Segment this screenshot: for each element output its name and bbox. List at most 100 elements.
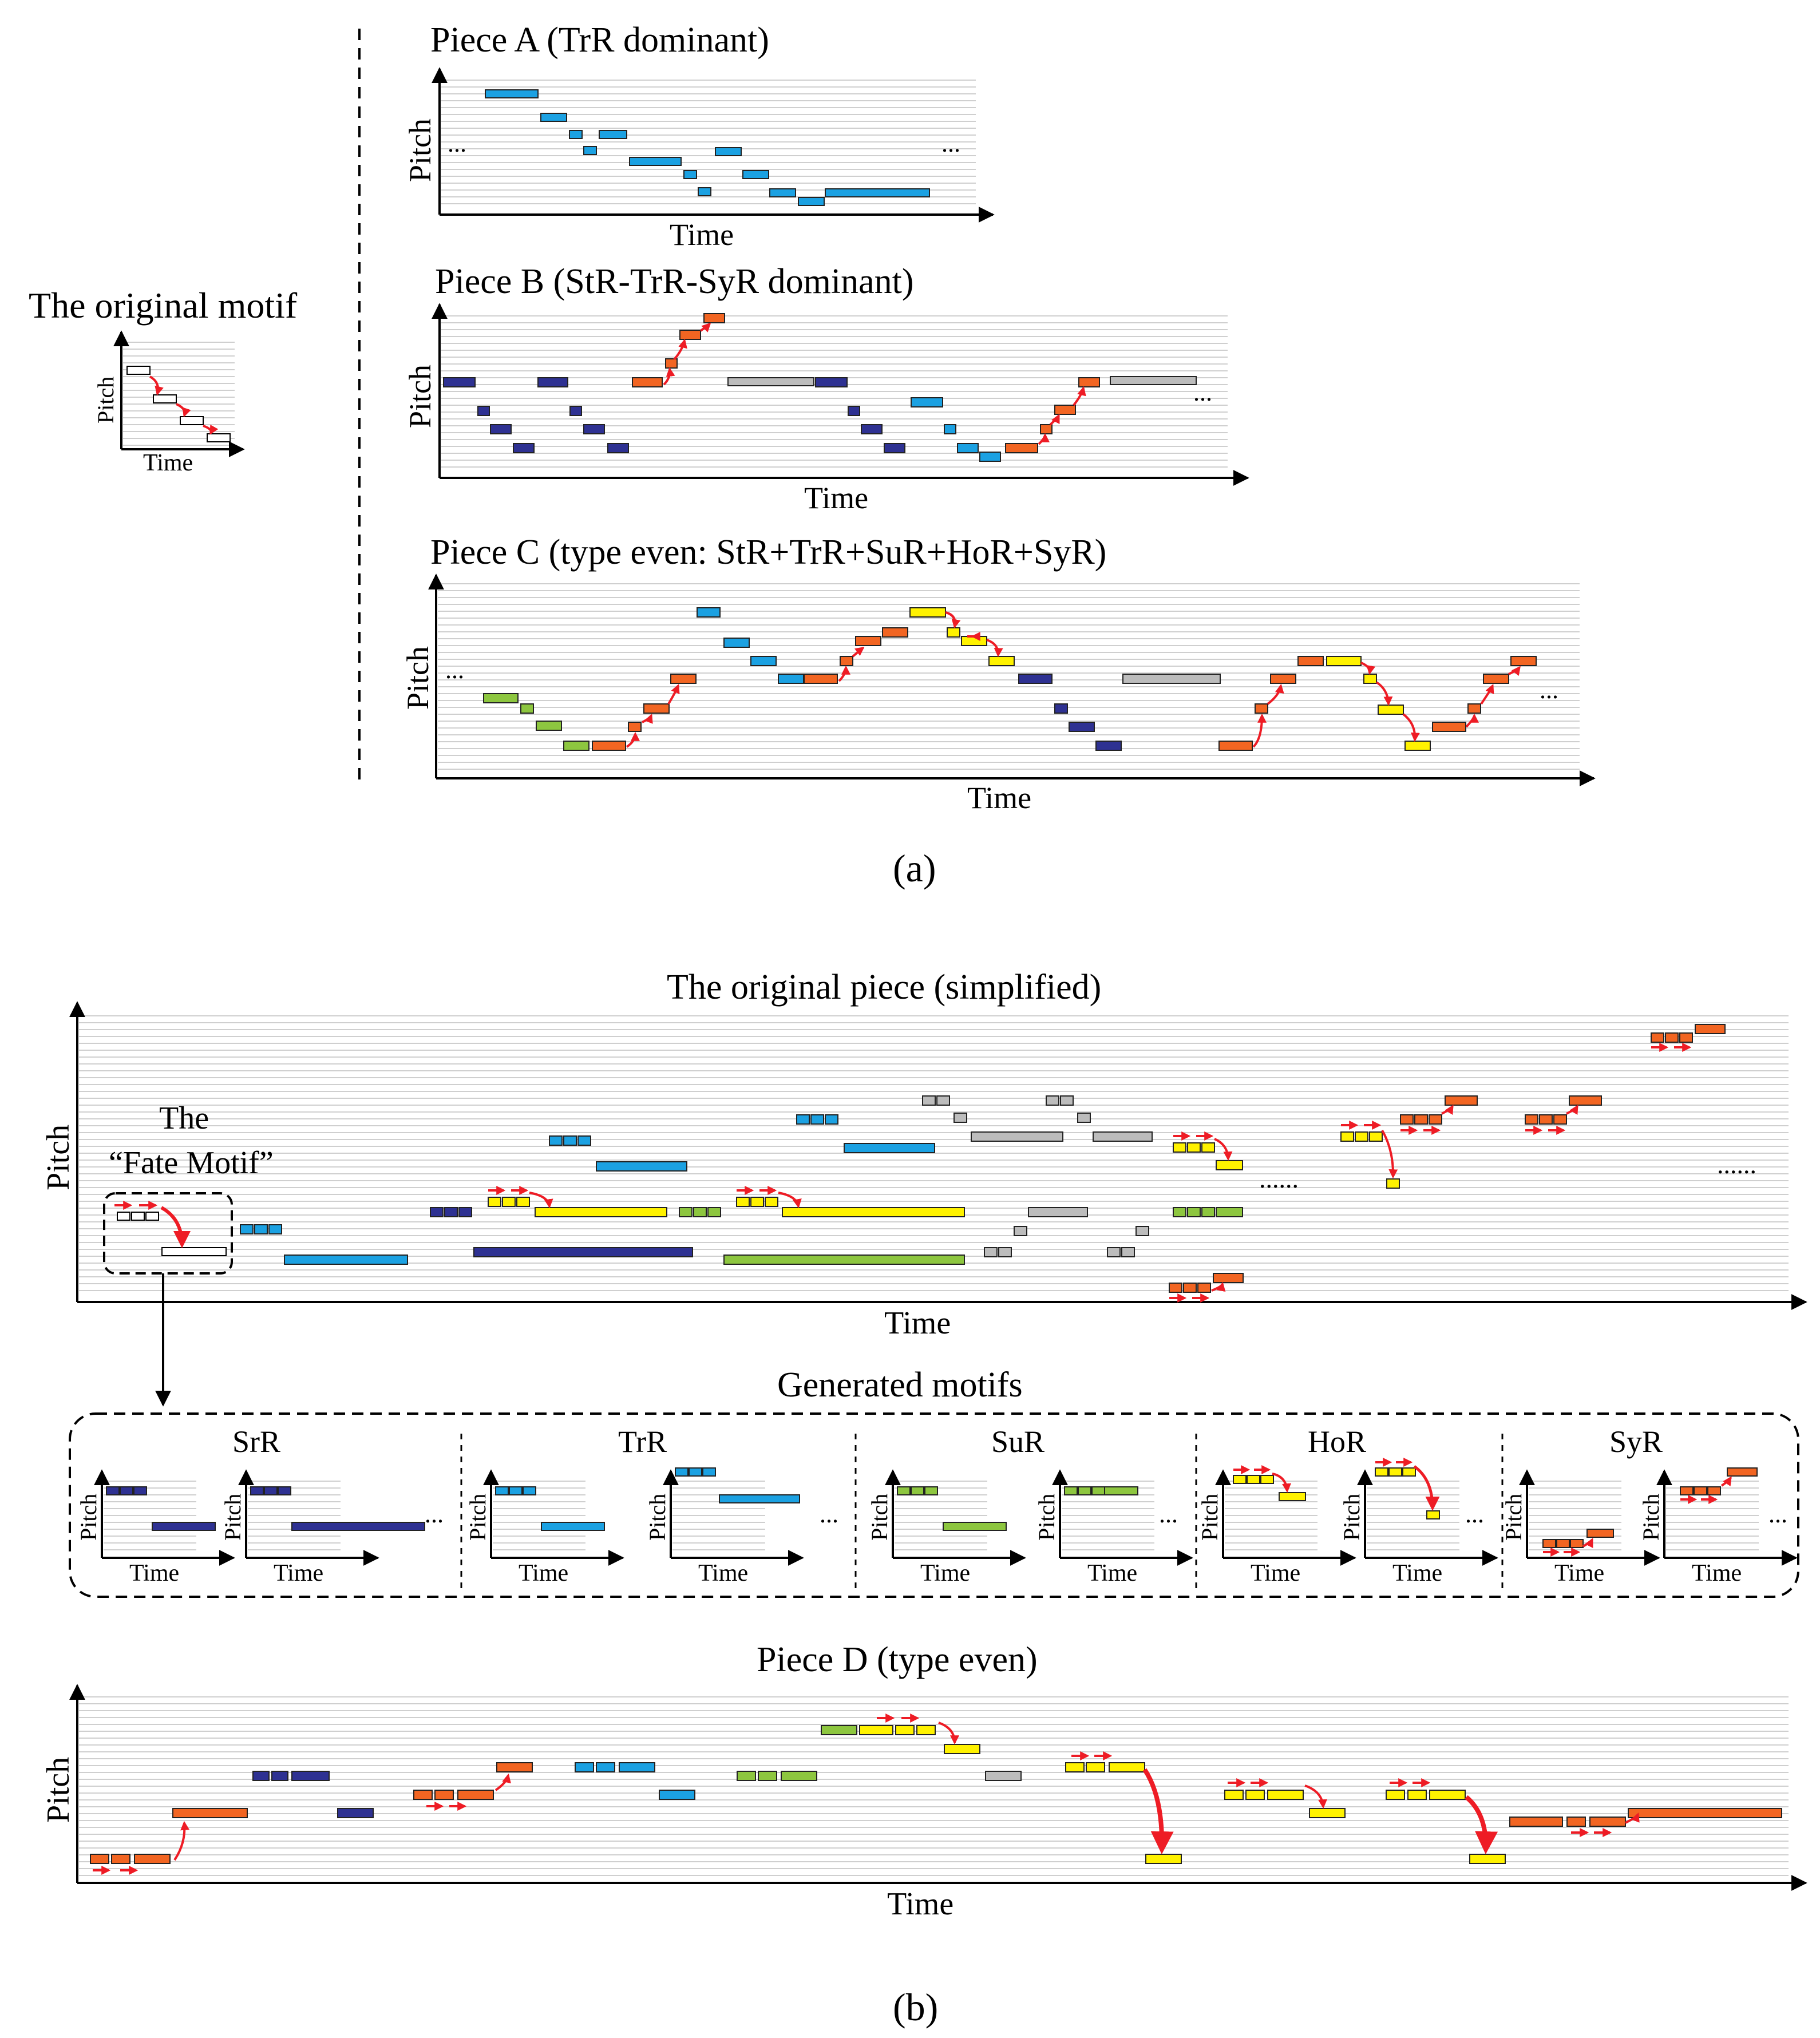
generated-motifs-title: Generated motifs [777,1366,1023,1404]
transition-arrow [529,1192,553,1209]
transition-arrow [160,1206,191,1248]
generated-motifs: Generated motifs SrR TrR SuR HoR SyR Pit… [69,1366,1799,1598]
note [1040,424,1053,434]
neutral-notes [985,1771,1022,1781]
group-label-syr: SyR [1609,1424,1663,1459]
note [563,741,589,751]
note [750,656,777,666]
x-axis-label: Time [1251,1560,1300,1586]
note [697,607,721,618]
note [861,424,883,434]
note [443,377,476,387]
ellipsis: ... [1465,1500,1484,1528]
note [971,1131,1063,1142]
note [152,1522,216,1531]
x-axis-label: Time [519,1560,568,1586]
note [1429,1114,1442,1125]
note [1091,1486,1105,1495]
note [924,1486,938,1495]
transition-arrows [488,1043,1692,1303]
note [1104,1486,1138,1495]
note [540,113,567,122]
note [1245,1790,1265,1800]
neutral-notes [1122,674,1221,684]
note [1426,1510,1440,1519]
note [1135,1226,1149,1236]
note [430,1207,444,1217]
y-axis-label: Pitch [644,1494,670,1541]
note [1407,1790,1427,1800]
note [1093,1131,1153,1142]
note [1109,1762,1145,1772]
note [988,656,1015,666]
mini-plot: Pitch Time [867,1469,1026,1586]
sur-notes [679,1207,1243,1265]
note [1539,1114,1553,1125]
note [1414,1114,1428,1125]
x-axis-label: Time [804,481,868,515]
transition-arrow [1375,681,1393,706]
group-dividers [460,1434,1504,1588]
note [1028,1207,1088,1217]
y-axis-label: Pitch [465,1494,490,1541]
piece-a: Piece A (TrR dominant) Pitch Time ... ..… [403,21,995,252]
note [683,170,697,179]
note [1553,1114,1567,1125]
note [1566,1817,1586,1827]
note [1107,1247,1121,1257]
ellipsis: ...... [1259,1164,1299,1193]
note [1707,1486,1721,1495]
y-axis-label: Pitch [401,646,435,710]
x-axis-label: Time [670,217,734,252]
note [765,1197,778,1207]
note [1445,1095,1478,1106]
group-label-srr: SrR [232,1424,280,1459]
sur-notes [483,693,589,751]
note [120,1486,133,1495]
note [1187,1142,1201,1153]
y-axis-label: Pitch [403,118,437,182]
str-notes [1018,674,1122,751]
note [264,1486,278,1495]
note [947,627,960,638]
note [516,1197,530,1207]
transition-arrow [1465,713,1479,728]
trr-notes [697,607,804,684]
note [133,1486,147,1495]
panel-a: The original motif Pitch Time Piece A (T… [29,21,1596,890]
note [577,1135,591,1146]
transition-arrow [1049,414,1060,426]
hor-notes [859,1725,1506,1864]
note [1694,1486,1707,1495]
note [723,1255,965,1265]
note [1386,1178,1400,1189]
mini-plot: Pitch Time [1638,1467,1798,1586]
original-motif-grid [123,342,235,446]
note [882,627,908,638]
ellipsis: ...... [1717,1150,1756,1179]
transition-arrow [176,403,191,418]
ellipsis: ... [1159,1500,1178,1528]
str-notes [430,1207,693,1257]
syr-notes [592,627,1537,751]
piece-d: Piece D (type even) Pitch Time [41,1640,1807,1922]
note [659,1790,695,1800]
note [207,433,231,442]
note [583,146,597,155]
note [477,406,490,416]
group-label-trr: TrR [618,1424,667,1459]
transition-arrow [1073,386,1086,406]
transition-arrow [778,1192,802,1209]
note [488,1197,501,1207]
note [1121,1247,1135,1257]
note [1628,1808,1782,1818]
note [509,1486,523,1495]
note [250,1486,264,1495]
sur-notes [737,1725,857,1781]
note [936,1095,950,1106]
note [1270,674,1296,684]
note [1014,1226,1027,1236]
note [523,1486,536,1495]
note [798,197,825,206]
transition-arrow [626,731,640,748]
